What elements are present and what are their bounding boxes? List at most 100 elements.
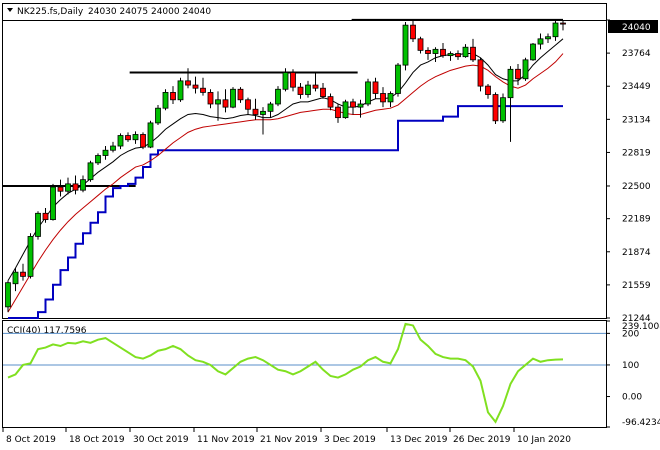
candle[interactable] xyxy=(335,103,341,123)
candle[interactable] xyxy=(200,77,206,96)
price-tick-label: 22500 xyxy=(622,182,651,192)
candle[interactable] xyxy=(395,62,401,97)
candle[interactable] xyxy=(515,64,521,86)
candle-body xyxy=(515,68,521,80)
candle[interactable] xyxy=(500,93,506,123)
candle[interactable] xyxy=(350,98,356,115)
candle[interactable] xyxy=(147,120,154,149)
candle[interactable] xyxy=(20,263,26,281)
candle[interactable] xyxy=(102,146,109,160)
trail-stop-line xyxy=(8,105,563,319)
candle[interactable] xyxy=(50,183,56,221)
candle[interactable] xyxy=(402,21,409,71)
candle[interactable] xyxy=(320,82,326,99)
candle[interactable] xyxy=(177,77,184,102)
candle[interactable] xyxy=(230,87,236,109)
candle[interactable] xyxy=(342,99,349,119)
candle[interactable] xyxy=(417,36,424,54)
candle[interactable] xyxy=(530,43,536,61)
candle[interactable] xyxy=(282,68,289,92)
candle[interactable] xyxy=(522,57,529,81)
candle[interactable] xyxy=(125,132,131,142)
candle-body xyxy=(162,92,169,109)
candle[interactable] xyxy=(110,141,116,153)
candle[interactable] xyxy=(425,47,431,60)
candle[interactable] xyxy=(470,38,476,62)
candle-body xyxy=(327,96,334,108)
candle[interactable] xyxy=(485,84,491,99)
candle[interactable] xyxy=(275,86,281,107)
candle[interactable] xyxy=(327,93,334,111)
candle-body xyxy=(42,212,49,221)
candle[interactable] xyxy=(552,19,559,41)
candle[interactable] xyxy=(87,160,94,182)
candle[interactable] xyxy=(27,233,34,279)
candle[interactable] xyxy=(245,97,251,115)
candle[interactable] xyxy=(447,51,454,61)
candle[interactable] xyxy=(222,89,229,113)
candle-body xyxy=(387,93,394,103)
candle[interactable] xyxy=(312,72,319,92)
candle[interactable] xyxy=(477,57,484,92)
candle-body xyxy=(260,110,266,115)
candle[interactable] xyxy=(162,89,169,111)
candle[interactable] xyxy=(5,280,11,313)
candle[interactable] xyxy=(35,211,41,240)
candle[interactable] xyxy=(560,20,566,31)
candle[interactable] xyxy=(192,76,199,94)
time-axis: 8 Oct 2019 18 Oct 2019 30 Oct 2019 11 Nov 2… xyxy=(2,427,571,445)
candle[interactable] xyxy=(65,177,71,195)
candle[interactable] xyxy=(57,179,64,197)
candle-body xyxy=(35,212,41,237)
candle[interactable] xyxy=(455,50,461,60)
candle[interactable] xyxy=(365,78,371,107)
candle[interactable] xyxy=(80,175,86,193)
candle[interactable] xyxy=(290,69,296,92)
candle[interactable] xyxy=(387,91,394,108)
candle[interactable] xyxy=(155,105,161,126)
candle[interactable] xyxy=(440,43,446,58)
candle[interactable] xyxy=(252,98,259,120)
candle-body xyxy=(230,88,236,108)
candle[interactable] xyxy=(95,153,101,165)
candle[interactable] xyxy=(507,66,514,142)
candle[interactable] xyxy=(42,208,49,223)
candle[interactable] xyxy=(72,175,79,195)
cci-tick-label: 239.1008 xyxy=(622,322,660,332)
candle[interactable] xyxy=(170,86,176,104)
candle[interactable] xyxy=(545,33,551,44)
current-price-tag xyxy=(608,20,658,33)
candle[interactable] xyxy=(132,131,139,144)
candle[interactable] xyxy=(357,99,364,118)
candle[interactable] xyxy=(297,82,304,99)
candle[interactable] xyxy=(305,80,311,98)
candle[interactable] xyxy=(237,87,244,103)
candle-body xyxy=(552,22,559,38)
candle[interactable] xyxy=(537,33,544,50)
candle[interactable] xyxy=(267,101,274,118)
candle[interactable] xyxy=(462,44,469,58)
candle-body xyxy=(297,86,304,95)
candle[interactable] xyxy=(492,92,499,124)
candle-body xyxy=(245,99,251,110)
candles-layer[interactable] xyxy=(5,19,566,313)
candle[interactable] xyxy=(215,91,221,121)
candle[interactable] xyxy=(432,47,439,62)
candle[interactable] xyxy=(207,89,214,109)
candle-body xyxy=(312,84,319,89)
price-tick-label: 23449 xyxy=(622,82,651,92)
candle[interactable] xyxy=(410,20,416,42)
dropdown-triangle-icon[interactable] xyxy=(7,8,13,12)
candle-body xyxy=(95,155,101,164)
candle[interactable] xyxy=(117,133,124,150)
candle[interactable] xyxy=(12,267,19,292)
candle[interactable] xyxy=(380,87,386,108)
candle-body xyxy=(102,149,109,156)
candle-body xyxy=(117,135,124,147)
candle[interactable] xyxy=(372,77,379,99)
candle[interactable] xyxy=(140,132,146,150)
price-tick-label: 21559 xyxy=(622,281,651,291)
candle[interactable] xyxy=(185,68,191,89)
candle[interactable] xyxy=(260,107,266,135)
